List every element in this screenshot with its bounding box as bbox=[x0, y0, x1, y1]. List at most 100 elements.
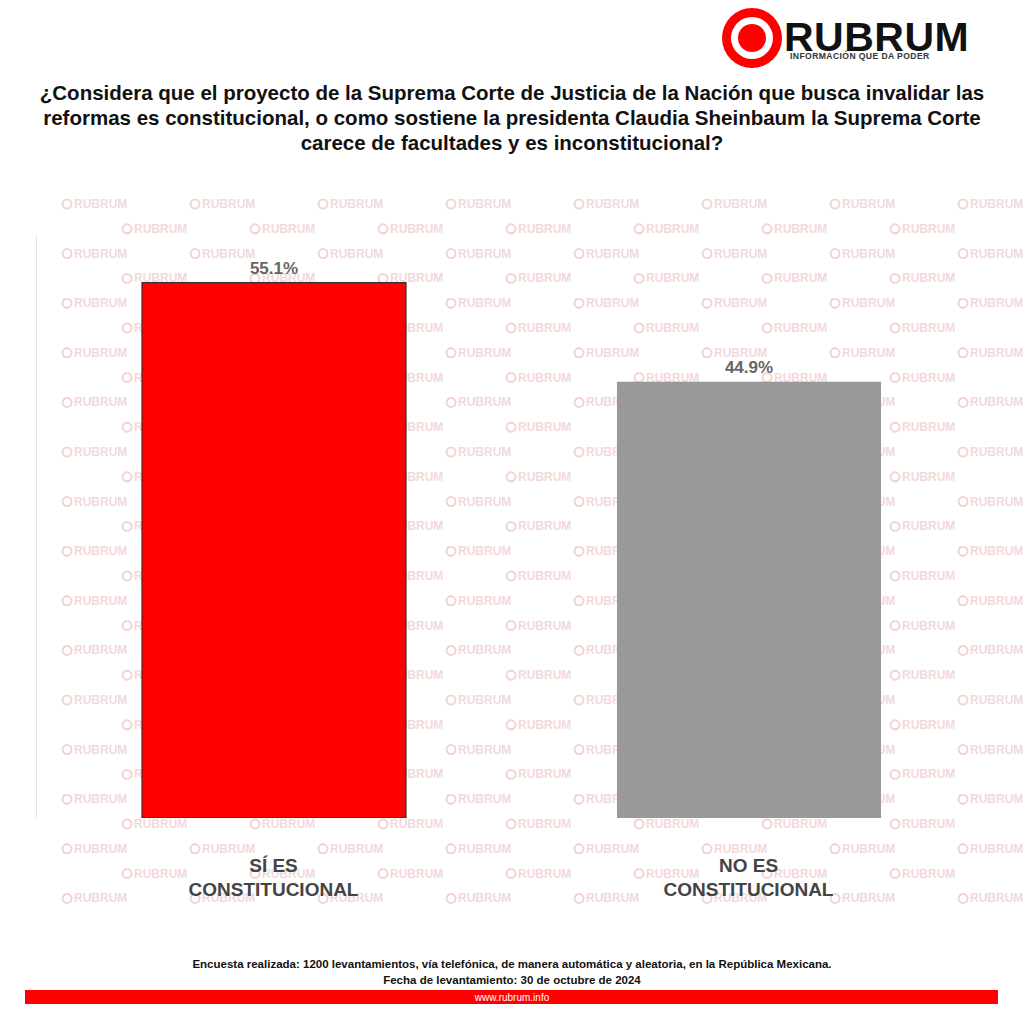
watermark-text: RUBRUM bbox=[458, 495, 511, 509]
watermark-text: RUBRUM bbox=[970, 346, 1023, 360]
watermark-text: RUBRUM bbox=[714, 247, 767, 261]
watermark-icon bbox=[507, 720, 516, 729]
watermark-text: RUBRUM bbox=[202, 842, 255, 856]
watermark-icon bbox=[447, 448, 456, 457]
watermark-text: RUBRUM bbox=[458, 842, 511, 856]
watermark-icon bbox=[63, 249, 72, 258]
watermark-icon bbox=[63, 200, 72, 209]
watermark-text: RUBRUM bbox=[458, 445, 511, 459]
watermark-text: RUBRUM bbox=[902, 767, 955, 781]
watermark-text: RUBRUM bbox=[518, 867, 571, 881]
watermark-icon bbox=[703, 348, 712, 357]
watermark-text: RUBRUM bbox=[458, 296, 511, 310]
watermark-icon bbox=[63, 398, 72, 407]
watermark-text: RUBRUM bbox=[970, 792, 1023, 806]
watermark-icon bbox=[635, 274, 644, 283]
watermark-icon bbox=[575, 299, 584, 308]
watermark-icon bbox=[959, 497, 968, 506]
watermark-icon bbox=[891, 274, 900, 283]
watermark-icon bbox=[575, 596, 584, 605]
watermark-icon bbox=[575, 844, 584, 853]
watermark-icon bbox=[703, 249, 712, 258]
watermark-icon bbox=[319, 200, 328, 209]
watermark-icon bbox=[379, 224, 388, 233]
logo-tagline: INFORMACIÓN QUE DA PODER bbox=[790, 51, 930, 61]
watermark-text: RUBRUM bbox=[970, 743, 1023, 757]
watermark-icon bbox=[575, 200, 584, 209]
watermark-icon bbox=[507, 572, 516, 581]
watermark-icon bbox=[507, 423, 516, 432]
watermark-text: RUBRUM bbox=[134, 222, 187, 236]
watermark-icon bbox=[703, 200, 712, 209]
watermark-text: RUBRUM bbox=[458, 594, 511, 608]
watermark-icon bbox=[703, 299, 712, 308]
watermark-icon bbox=[63, 348, 72, 357]
watermark-text: RUBRUM bbox=[74, 445, 127, 459]
watermark-icon bbox=[447, 547, 456, 556]
watermark-icon bbox=[891, 472, 900, 481]
watermark-icon bbox=[63, 745, 72, 754]
watermark-icon bbox=[63, 795, 72, 804]
watermark-icon bbox=[575, 249, 584, 258]
watermark-icon bbox=[703, 844, 712, 853]
watermark-icon bbox=[123, 472, 132, 481]
watermark-text: RUBRUM bbox=[518, 718, 571, 732]
watermark-icon bbox=[575, 745, 584, 754]
watermark-text: RUBRUM bbox=[902, 867, 955, 881]
watermark-text: RUBRUM bbox=[390, 222, 443, 236]
watermark-text: RUBRUM bbox=[586, 197, 639, 211]
watermark-icon bbox=[447, 646, 456, 655]
watermark-icon bbox=[891, 522, 900, 531]
watermark-text: RUBRUM bbox=[74, 296, 127, 310]
watermark-icon bbox=[123, 224, 132, 233]
watermark-text: RUBRUM bbox=[518, 470, 571, 484]
watermark-text: RUBRUM bbox=[902, 569, 955, 583]
watermark-icon bbox=[575, 894, 584, 903]
watermark-text: RUBRUM bbox=[74, 594, 127, 608]
watermark-text: RUBRUM bbox=[842, 197, 895, 211]
watermark-icon bbox=[447, 348, 456, 357]
watermark-text: RUBRUM bbox=[202, 247, 255, 261]
watermark-text: RUBRUM bbox=[586, 296, 639, 310]
watermark-text: RUBRUM bbox=[586, 891, 639, 905]
watermark-text: RUBRUM bbox=[774, 867, 827, 881]
watermark-text: RUBRUM bbox=[970, 643, 1023, 657]
watermark-text: RUBRUM bbox=[774, 321, 827, 335]
watermark-text: RUBRUM bbox=[970, 495, 1023, 509]
chart-title: ¿Considera que el proyecto de la Suprema… bbox=[28, 80, 996, 155]
watermark-text: RUBRUM bbox=[518, 817, 571, 831]
watermark-icon bbox=[575, 795, 584, 804]
watermark-text: RUBRUM bbox=[458, 544, 511, 558]
watermark-icon bbox=[63, 448, 72, 457]
watermark-icon bbox=[575, 448, 584, 457]
watermark-icon bbox=[507, 671, 516, 680]
watermark-icon bbox=[891, 621, 900, 630]
watermark-text: RUBRUM bbox=[902, 668, 955, 682]
watermark-text: RUBRUM bbox=[518, 619, 571, 633]
watermark-icon bbox=[123, 572, 132, 581]
watermark-text: RUBRUM bbox=[774, 817, 827, 831]
watermark-icon bbox=[763, 224, 772, 233]
logo-icon bbox=[722, 8, 782, 68]
category-label: NO ES CONSTITUCIONAL bbox=[641, 854, 856, 902]
watermark-icon bbox=[891, 869, 900, 878]
watermark-icon bbox=[507, 324, 516, 333]
watermark-text: RUBRUM bbox=[74, 346, 127, 360]
category-label: SÍ ES CONSTITUCIONAL bbox=[166, 854, 381, 902]
watermark-icon bbox=[63, 696, 72, 705]
watermark-text: RUBRUM bbox=[970, 395, 1023, 409]
watermark-icon bbox=[123, 869, 132, 878]
watermark-text: RUBRUM bbox=[518, 321, 571, 335]
watermark-icon bbox=[63, 497, 72, 506]
watermark-text: RUBRUM bbox=[458, 743, 511, 757]
watermark-icon bbox=[123, 621, 132, 630]
watermark-text: RUBRUM bbox=[646, 222, 699, 236]
bar bbox=[142, 283, 406, 818]
watermark-text: RUBRUM bbox=[518, 519, 571, 533]
watermark-icon bbox=[891, 224, 900, 233]
logo-ring bbox=[731, 17, 773, 59]
watermark-text: RUBRUM bbox=[774, 271, 827, 285]
watermark-text: RUBRUM bbox=[74, 544, 127, 558]
watermark-icon bbox=[447, 200, 456, 209]
watermark-layer: RUBRUM RUBRUM RUBRUM RUBRUM RUBRUM RUBRUM RUBR… bbox=[63, 197, 1024, 905]
